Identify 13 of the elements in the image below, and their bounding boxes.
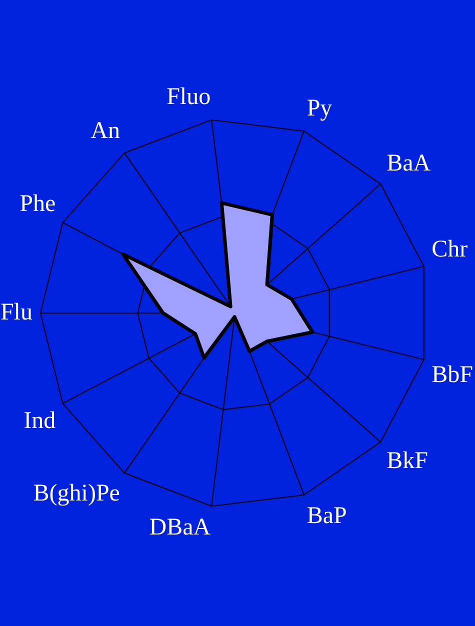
spoke-label: DBaA xyxy=(149,514,212,541)
spoke-label: B(ghi)Pe xyxy=(33,480,120,506)
spoke-label: An xyxy=(90,118,120,144)
spoke-label: Fluo xyxy=(166,84,211,110)
spoke-label: Ind xyxy=(24,408,56,434)
spoke-label: BkF xyxy=(386,448,428,474)
spoke-label: BbF xyxy=(432,362,474,388)
spoke-label: BaA xyxy=(386,150,432,177)
spoke-label: Phe xyxy=(20,190,56,217)
spoke-label: BaP xyxy=(306,503,347,530)
spoke-label: Chr xyxy=(432,236,468,262)
spoke-label: Py xyxy=(306,96,332,122)
spoke-label: Flu xyxy=(0,299,32,326)
